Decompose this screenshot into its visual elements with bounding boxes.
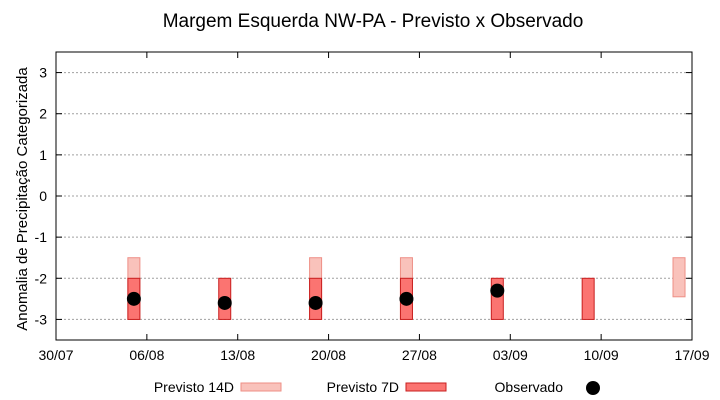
point-observado: [399, 291, 414, 306]
y-tick-label: -3: [35, 311, 48, 327]
y-tick-label: 0: [39, 188, 47, 204]
point-observado: [490, 283, 505, 298]
x-tick-label: 30/07: [38, 347, 73, 363]
bar-previsto-14d: [672, 257, 686, 298]
x-tick-label: 03/09: [493, 347, 528, 363]
y-tick-label: 2: [39, 106, 47, 122]
chart-title: Margem Esquerda NW-PA - Previsto x Obser…: [163, 11, 584, 32]
axes: 3 2 1 0 -1 -2 -3 30/07 06/08 13/08 20/08 27/08 03/09…: [35, 52, 710, 363]
legend: Previsto 14D Previsto 7D Observado: [154, 379, 600, 395]
x-tick-label: 10/09: [584, 347, 619, 363]
series-previsto-7d: [127, 277, 595, 320]
x-tick-label: 17/09: [674, 347, 709, 363]
x-tick-label: 20/08: [311, 347, 346, 363]
y-tick-label: 3: [39, 65, 47, 81]
bar-previsto-7d: [581, 277, 595, 320]
x-tick-label: 27/08: [402, 347, 437, 363]
point-observado: [308, 295, 323, 310]
x-tick-label: 13/08: [220, 347, 255, 363]
legend-previsto-14d-swatch: [240, 382, 282, 392]
legend-previsto-14d-label: Previsto 14D: [154, 379, 234, 395]
gridlines: [56, 72, 692, 320]
point-observado: [217, 295, 232, 310]
legend-previsto-7d-label: Previsto 7D: [327, 379, 399, 395]
legend-previsto-7d-swatch: [405, 382, 447, 392]
y-axis-label: Anomalia de Precipitação Categorizada: [14, 67, 31, 331]
y-tick-label: -1: [35, 229, 48, 245]
x-tick-label: 06/08: [129, 347, 164, 363]
legend-observado-label: Observado: [495, 379, 564, 395]
y-tick-label: 1: [39, 147, 47, 163]
legend-observado-marker: [586, 381, 600, 395]
y-tick-label: -2: [35, 270, 48, 286]
point-observado: [126, 291, 141, 306]
series-observado: [126, 283, 505, 310]
